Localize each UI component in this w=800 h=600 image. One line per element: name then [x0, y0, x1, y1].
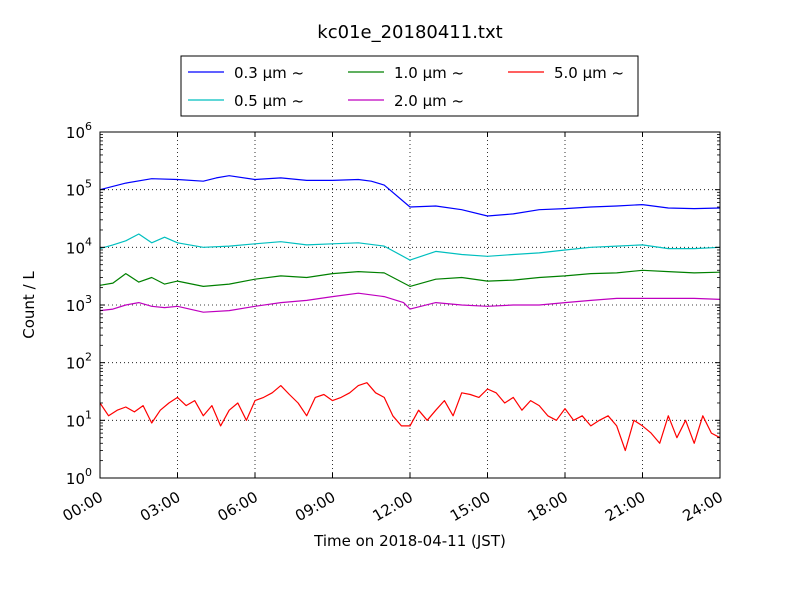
series-line-0: [99, 175, 721, 217]
series-line-1: [99, 233, 721, 261]
legend-label-0: 0.3 μm ~: [234, 64, 304, 82]
series-line-3: [99, 292, 721, 313]
plot-area: [99, 175, 721, 452]
legend-label-4: 5.0 μm ~: [554, 64, 624, 82]
x-axis-label: Time on 2018-04-11 (JST): [313, 532, 506, 550]
chart-title: kc01e_20180411.txt: [317, 22, 502, 43]
legend-label-2: 1.0 μm ~: [394, 64, 464, 82]
legend: 0.3 μm ~ 0.5 μm ~ 1.0 μm ~ 2.0 μm ~ 5.0 μm ~: [180, 55, 639, 117]
legend-label-3: 2.0 μm ~: [394, 92, 464, 110]
series-line-2: [99, 269, 721, 287]
series-line-4: [99, 382, 721, 452]
legend-frame: [180, 55, 639, 117]
legend-label-1: 0.5 μm ~: [234, 92, 304, 110]
y-axis-label: Count / L: [20, 271, 38, 339]
